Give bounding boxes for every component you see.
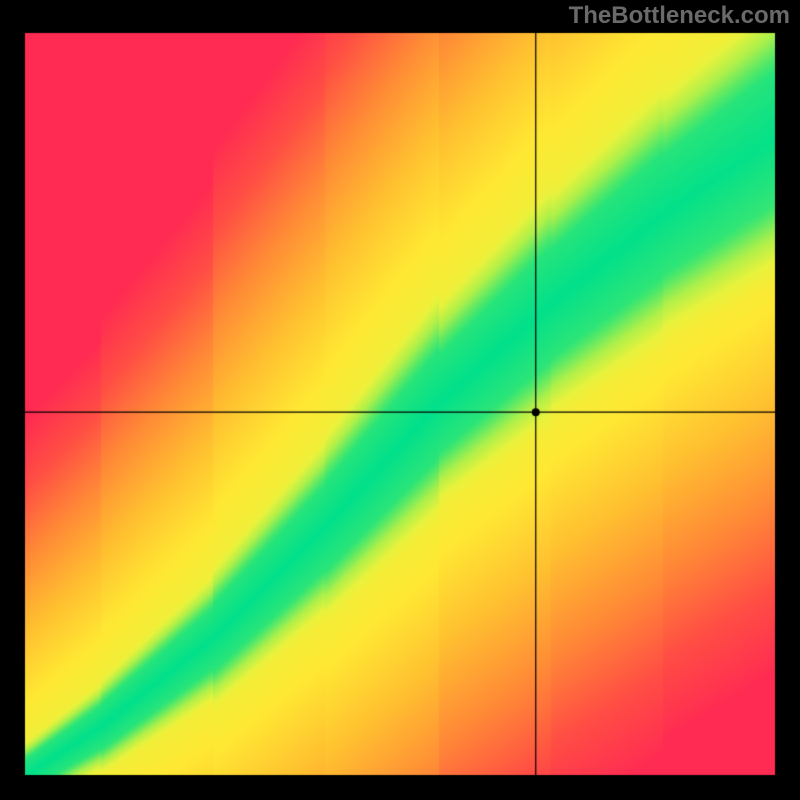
chart-container: TheBottleneck.com — [0, 0, 800, 800]
watermark-text: TheBottleneck.com — [569, 2, 790, 30]
heatmap-plot — [0, 0, 800, 800]
